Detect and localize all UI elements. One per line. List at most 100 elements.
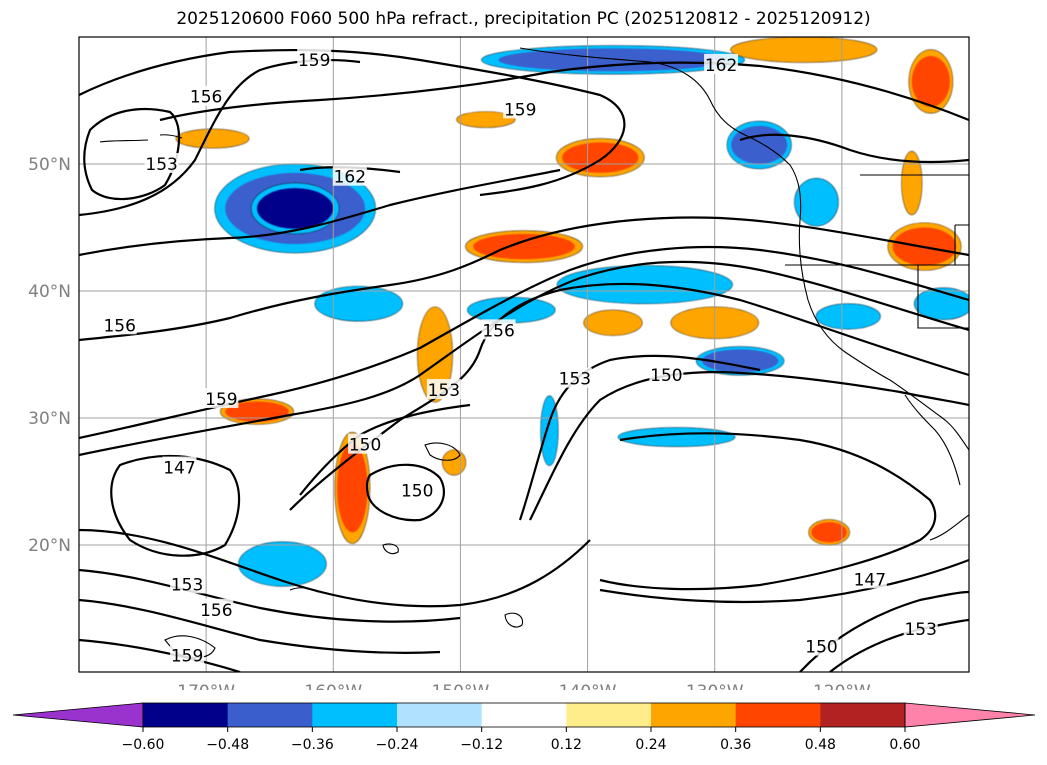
contour-label-bg bbox=[852, 568, 887, 589]
lat-tick-label: 20°N bbox=[28, 536, 71, 556]
contour-label-bg bbox=[400, 479, 435, 500]
contour-153-south bbox=[79, 568, 461, 623]
colorbar-tick-label: −0.36 bbox=[291, 737, 334, 753]
lon-tick-label: 150°W bbox=[432, 682, 490, 690]
contour-150-south bbox=[79, 528, 591, 608]
contour-label-bg bbox=[189, 85, 224, 106]
contour-label-bg bbox=[903, 617, 938, 638]
colorbar-tick-label: 0.60 bbox=[889, 737, 920, 753]
colorbar-tick-label: −0.12 bbox=[460, 737, 503, 753]
precip-blob bbox=[587, 312, 639, 333]
precip-blob bbox=[702, 349, 779, 373]
colorbar-segment bbox=[820, 703, 906, 727]
contour-label: 150 bbox=[650, 366, 682, 386]
contour-label: 147 bbox=[854, 570, 886, 590]
contour-label: 150 bbox=[401, 481, 433, 501]
contour-label-bg bbox=[426, 379, 461, 400]
contour-159-jet bbox=[79, 245, 969, 440]
coast-aleutian bbox=[99, 134, 183, 143]
colorbar-ticks: −0.60 −0.48 −0.36 −0.24 −0.12 0.12 0.24 0.36 0.4… bbox=[122, 727, 921, 753]
contour-label-bg bbox=[162, 456, 197, 477]
contour-label: 150 bbox=[349, 436, 381, 456]
precipitation-field bbox=[175, 37, 969, 587]
contour-label: 147 bbox=[163, 459, 195, 479]
precip-blob bbox=[498, 48, 728, 72]
contour-label-bg bbox=[481, 319, 516, 340]
contour-label: 153 bbox=[904, 620, 936, 640]
contour-label: 156 bbox=[103, 316, 135, 336]
contour-label: 162 bbox=[334, 168, 366, 188]
contour-159-south bbox=[79, 638, 241, 672]
contour-label-bg bbox=[297, 48, 332, 69]
colorbar-tick-label: 0.24 bbox=[635, 737, 666, 753]
contour-label-bg bbox=[332, 165, 367, 186]
contour-label-bg bbox=[170, 644, 205, 665]
contour-label: 159 bbox=[171, 646, 203, 666]
lon-tick-label: 120°W bbox=[813, 682, 871, 690]
coast-alaska bbox=[519, 47, 969, 451]
contour-147-east bbox=[599, 432, 937, 591]
precip-blob bbox=[562, 142, 639, 173]
precip-blob bbox=[740, 39, 868, 60]
map-plot: 159 156 153 162 159 162 156 159 156 153 153 150 150 1… bbox=[28, 36, 970, 690]
colorbar-body bbox=[12, 702, 1036, 728]
colorbar-segment bbox=[481, 703, 567, 727]
contour-label: 153 bbox=[559, 370, 591, 390]
precip-blob bbox=[918, 291, 969, 317]
contour-label: 156 bbox=[190, 88, 222, 108]
contour-label-bg bbox=[204, 387, 239, 408]
latitude-labels: 50°N 40°N 30°N 20°N bbox=[28, 155, 71, 556]
contour-label: 153 bbox=[145, 155, 177, 175]
colorbar-segment bbox=[566, 703, 652, 727]
lat-tick-label: 30°N bbox=[28, 409, 71, 429]
contour-label: 159 bbox=[205, 390, 237, 410]
precip-blob bbox=[460, 113, 512, 126]
contour-label-bg bbox=[503, 98, 538, 119]
colorbar-segment bbox=[397, 703, 483, 727]
lat-tick-label: 40°N bbox=[28, 282, 71, 302]
precip-blob bbox=[244, 546, 321, 582]
colorbar-segment bbox=[227, 703, 313, 727]
precip-blob bbox=[180, 130, 245, 147]
contour-label-bg bbox=[704, 53, 739, 74]
colorbar-segment bbox=[312, 703, 398, 727]
coast-island-3 bbox=[504, 612, 524, 628]
colorbar-tick-label: −0.24 bbox=[376, 737, 419, 753]
contour-label-bg bbox=[649, 363, 684, 384]
colorbar-tick-label: −0.48 bbox=[206, 737, 249, 753]
lon-tick-label: 130°W bbox=[686, 682, 744, 690]
contour-156-south-low bbox=[79, 598, 441, 654]
contour-label-bg bbox=[557, 367, 592, 388]
precip-blob bbox=[811, 522, 847, 543]
contour-label-bg bbox=[804, 635, 839, 656]
contour-150-closed bbox=[365, 463, 446, 522]
colorbar-extend-low bbox=[12, 702, 144, 728]
lon-tick-label: 170°W bbox=[177, 682, 235, 690]
contour-label: 153 bbox=[171, 575, 203, 595]
coast-border-states bbox=[785, 224, 969, 329]
contour-label: 156 bbox=[200, 601, 232, 621]
colorbar-extend-high bbox=[904, 702, 1036, 728]
precip-blob bbox=[337, 443, 368, 533]
contour-label: 150 bbox=[805, 638, 837, 658]
contour-159-west bbox=[79, 168, 561, 257]
colorbar-tick-label: 0.48 bbox=[805, 737, 836, 753]
contour-label: 159 bbox=[298, 51, 330, 71]
contour-156-jet bbox=[79, 216, 969, 342]
plot-frame bbox=[78, 36, 970, 673]
precip-blob bbox=[911, 56, 950, 107]
coast-island-1 bbox=[424, 442, 461, 461]
contour-159-north bbox=[79, 48, 626, 197]
precip-blob bbox=[820, 306, 877, 327]
precip-blob bbox=[541, 402, 558, 459]
contour-162-ridge bbox=[159, 61, 969, 122]
coast-mexico bbox=[904, 394, 969, 541]
contour-label: 162 bbox=[705, 56, 737, 76]
contour-150-east bbox=[529, 370, 969, 521]
precip-blob bbox=[797, 183, 836, 222]
contour-label-bg bbox=[102, 314, 137, 335]
precip-blob bbox=[320, 289, 397, 318]
contour-label: 159 bbox=[504, 100, 536, 120]
contour-147-low bbox=[110, 454, 241, 557]
contour-162-ne bbox=[739, 133, 969, 164]
